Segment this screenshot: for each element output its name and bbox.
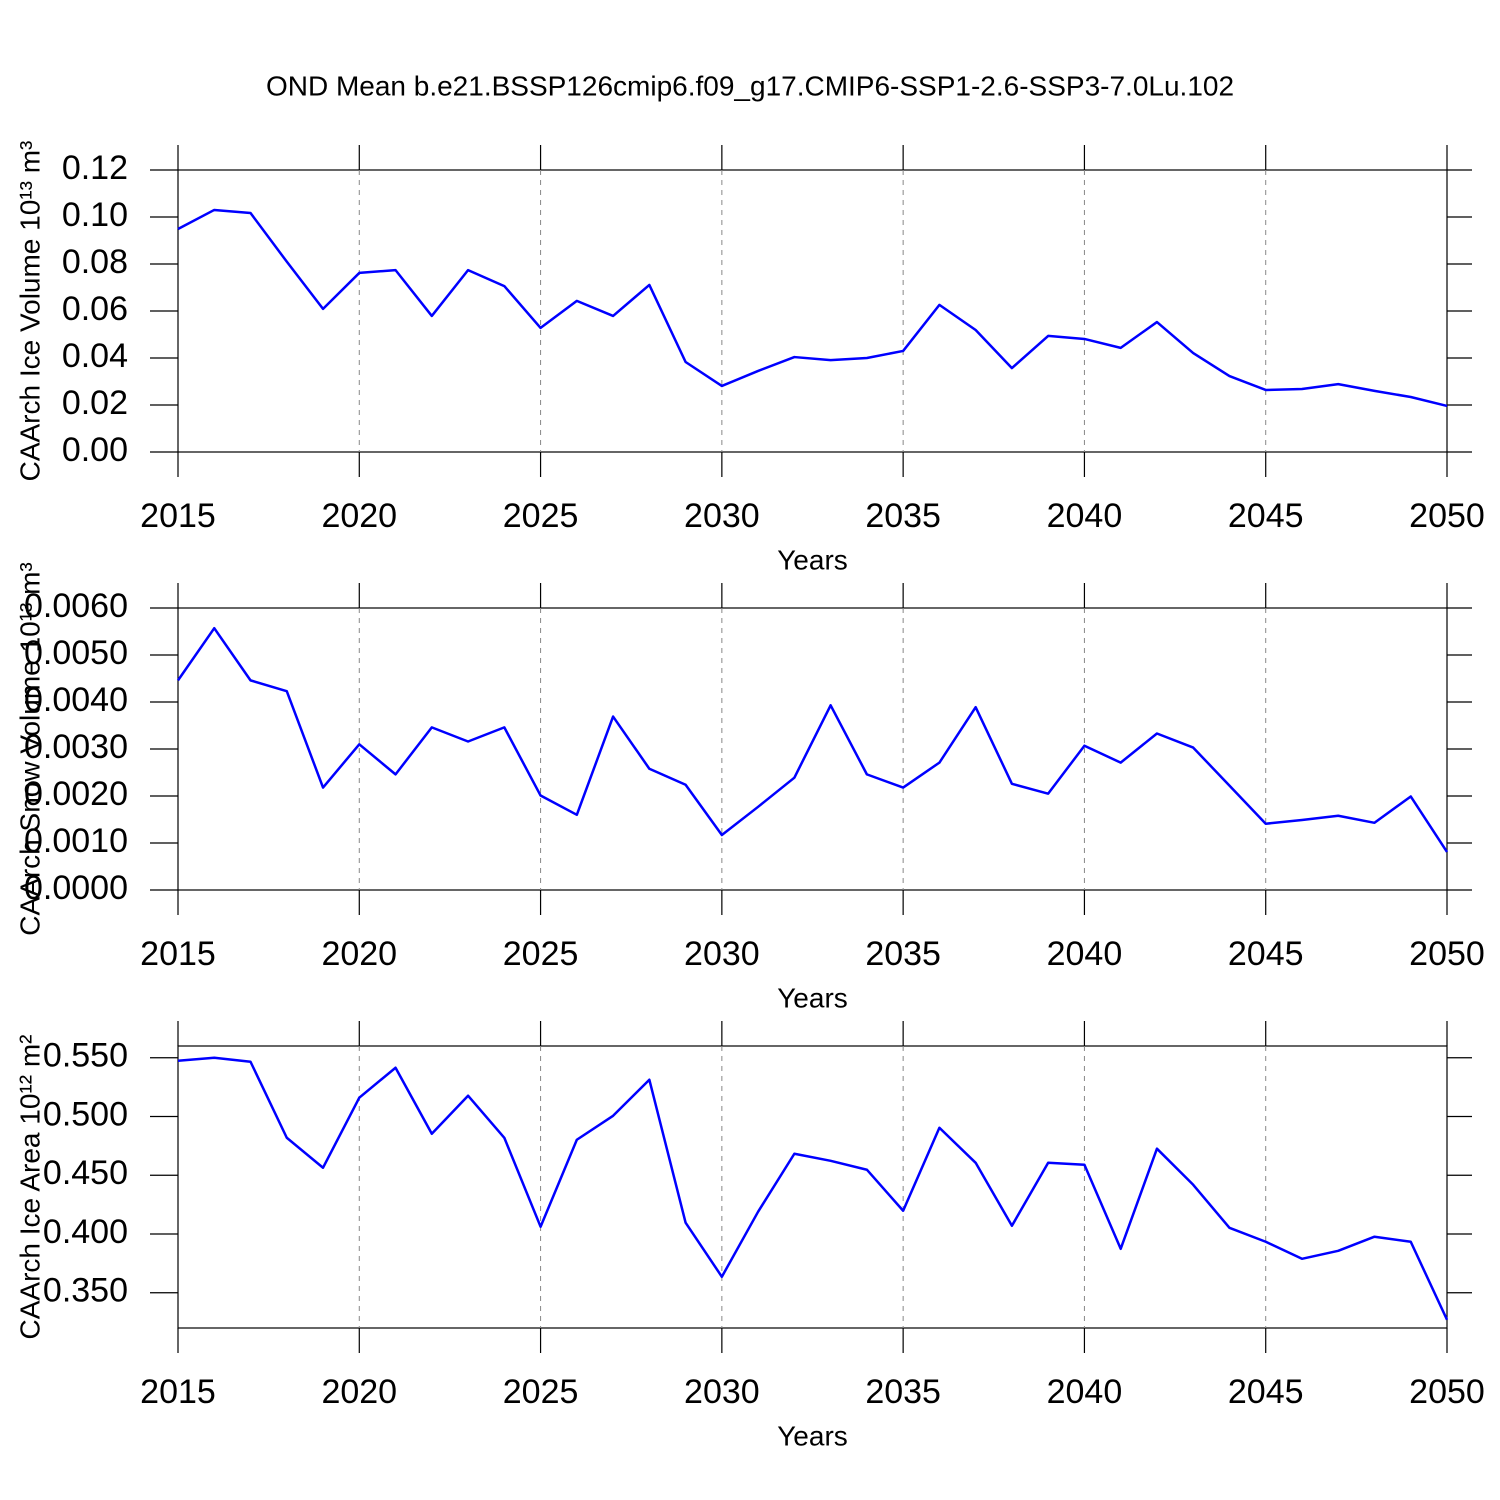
x-tick-label: 2015 [140,935,216,973]
x-tick-label: 2040 [1047,497,1123,535]
x-tick-label: 2025 [503,935,579,973]
plot-frame [177,1045,1448,1329]
x-tick-label: 2020 [321,497,397,535]
y-tick-label: 0.350 [43,1272,128,1310]
x-tick-label: 2030 [684,935,760,973]
data-line [177,1056,1449,1321]
plot-frame [177,169,1448,453]
x-tick-label: 2035 [865,497,941,535]
y-tick-label: 0.0000 [24,869,128,907]
x-tick-label: 2015 [140,1373,216,1411]
x-tick-label: 2050 [1409,935,1485,973]
x-tick-label: 2030 [684,497,760,535]
x-tick-label: 2035 [865,935,941,973]
y-tick-label: 0.06 [62,290,128,328]
x-tick-label: 2035 [865,1373,941,1411]
x-tick-label: 2040 [1047,935,1123,973]
x-axis-label: Years [777,1420,848,1451]
x-tick-label: 2045 [1228,935,1304,973]
y-tick-label: 0.12 [62,149,128,187]
y-tick-label: 0.450 [43,1154,128,1192]
x-tick-label: 2050 [1409,1373,1485,1411]
y-tick-label: 0.08 [62,243,128,281]
x-tick-label: 2025 [503,497,579,535]
y-tick-label: 0.10 [62,196,128,234]
x-tick-label: 2030 [684,1373,760,1411]
y-tick-label: 0.0030 [24,728,128,766]
x-tick-label: 2045 [1228,497,1304,535]
y-tick-label: 0.550 [43,1037,128,1075]
x-tick-label: 2045 [1228,1373,1304,1411]
x-tick-label: 2020 [321,1373,397,1411]
x-tick-label: 2015 [140,497,216,535]
x-tick-label: 2050 [1409,497,1485,535]
x-axis-label: Years [777,982,848,1013]
data-line [176,626,1449,853]
y-tick-label: 0.00 [62,431,128,469]
y-tick-label: 0.0010 [24,822,128,860]
y-tick-label: 0.04 [62,337,128,375]
y-tick-label: 0.400 [43,1213,128,1251]
y-tick-label: 0.0040 [24,681,128,719]
x-tick-label: 2040 [1047,1373,1123,1411]
y-tick-label: 0.500 [43,1095,128,1133]
y-axis-label: CAArch Snow Volume 10¹³ m³ [14,562,45,935]
y-tick-label: 0.0020 [24,775,128,813]
y-tick-label: 0.0060 [24,587,128,625]
data-line [177,208,1448,408]
y-axis-label: CAArch Ice Volume 10¹³ m³ [14,141,45,482]
x-axis-label: Years [777,544,848,575]
x-tick-label: 2025 [503,1373,579,1411]
x-tick-label: 2020 [321,935,397,973]
y-axis-label: CAArch Ice Area 10¹² m² [14,1035,45,1340]
plot-frame [177,607,1448,891]
y-tick-label: 0.0050 [24,634,128,672]
chart-title: OND Mean b.e21.BSSP126cmip6.f09_g17.CMIP… [266,70,1234,101]
y-tick-label: 0.02 [62,384,128,422]
